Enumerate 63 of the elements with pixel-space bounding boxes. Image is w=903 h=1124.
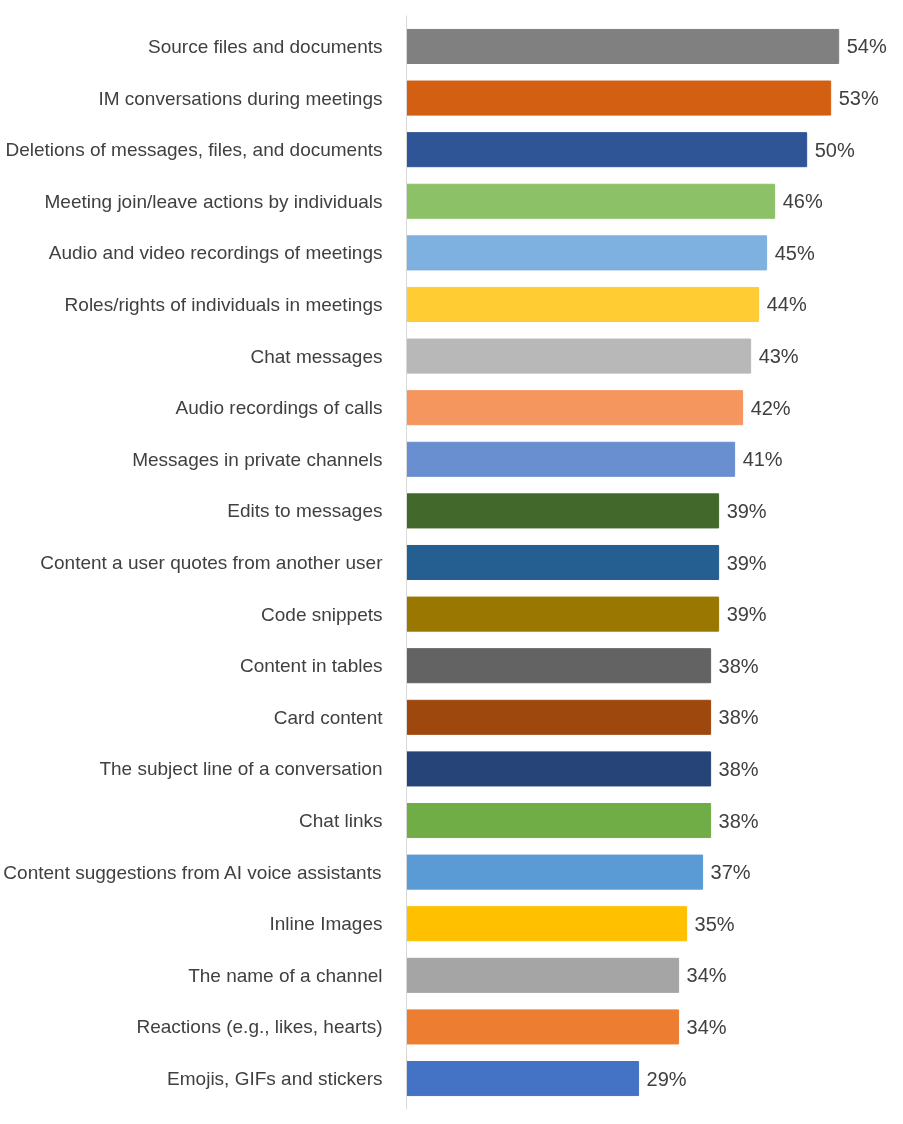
data-label: 46% bbox=[782, 190, 823, 213]
y-tick-label: Inline Images bbox=[269, 913, 383, 935]
data-label: 37% bbox=[710, 861, 751, 884]
y-tick-label: Meeting join/leave actions by individuals bbox=[44, 190, 383, 212]
bar bbox=[406, 802, 712, 839]
data-label: 54% bbox=[846, 35, 887, 58]
bar bbox=[406, 544, 720, 581]
bar bbox=[406, 286, 760, 323]
y-tick-label: Source files and documents bbox=[148, 35, 383, 57]
y-tick-label: The name of a channel bbox=[188, 964, 383, 986]
data-label: 42% bbox=[750, 396, 791, 419]
data-label: 29% bbox=[646, 1067, 687, 1090]
data-label: 34% bbox=[686, 1015, 727, 1038]
data-label: 38% bbox=[718, 706, 759, 729]
bar bbox=[406, 183, 776, 219]
data-label: 44% bbox=[766, 293, 807, 316]
y-tick-label: Card content bbox=[273, 706, 384, 728]
y-tick-label: Messages in private channels bbox=[132, 448, 383, 470]
data-label: 38% bbox=[718, 757, 759, 780]
y-tick-label: Content suggestions from AI voice assistants bbox=[3, 861, 382, 883]
data-label: 53% bbox=[838, 87, 879, 110]
bar bbox=[406, 132, 808, 168]
bar bbox=[406, 957, 680, 993]
y-tick-label: Emojis, GIFs and stickers bbox=[167, 1068, 383, 1090]
y-tick-label: Roles/rights of individuals in meetings bbox=[64, 293, 383, 315]
data-label: 43% bbox=[758, 345, 799, 368]
bar bbox=[406, 648, 712, 684]
y-tick-label: Content in tables bbox=[239, 655, 383, 677]
data-label: 39% bbox=[726, 551, 767, 574]
data-label: 41% bbox=[742, 448, 783, 471]
bar bbox=[406, 390, 744, 426]
data-label: 45% bbox=[774, 241, 815, 264]
data-label: 34% bbox=[686, 964, 727, 987]
bar bbox=[406, 441, 736, 477]
bar bbox=[406, 1061, 640, 1097]
bar bbox=[406, 28, 840, 64]
data-label: 39% bbox=[726, 603, 767, 626]
y-tick-label: Deletions of messages, files, and documents bbox=[5, 139, 383, 161]
bar bbox=[406, 1009, 680, 1045]
y-tick-label: Chat messages bbox=[250, 345, 383, 367]
data-label: 39% bbox=[726, 499, 767, 522]
bar bbox=[406, 906, 688, 942]
bar bbox=[406, 751, 712, 787]
y-tick-label: Reactions (e.g., likes, hearts) bbox=[136, 1016, 383, 1038]
bar bbox=[406, 338, 752, 374]
bar bbox=[406, 235, 768, 271]
y-tick-label: Content a user quotes from another user bbox=[40, 552, 384, 573]
y-tick-label: Edits to messages bbox=[227, 500, 383, 522]
y-tick-label: Audio and video recordings of meetings bbox=[48, 242, 383, 264]
y-tick-label: Code snippets bbox=[261, 603, 383, 625]
bar bbox=[406, 596, 720, 632]
bar bbox=[406, 80, 832, 116]
y-tick-label: IM conversations during meetings bbox=[98, 87, 383, 109]
bar bbox=[406, 699, 712, 735]
data-label: 35% bbox=[694, 912, 735, 935]
bar bbox=[406, 854, 704, 890]
y-tick-label: The subject line of a conversation bbox=[99, 758, 383, 780]
y-tick-label: Audio recordings of calls bbox=[175, 397, 383, 419]
data-label: 50% bbox=[814, 138, 855, 161]
data-label: 38% bbox=[718, 654, 759, 677]
bar bbox=[406, 493, 720, 529]
y-tick-label: Chat links bbox=[299, 810, 383, 832]
data-label: 38% bbox=[718, 809, 759, 832]
